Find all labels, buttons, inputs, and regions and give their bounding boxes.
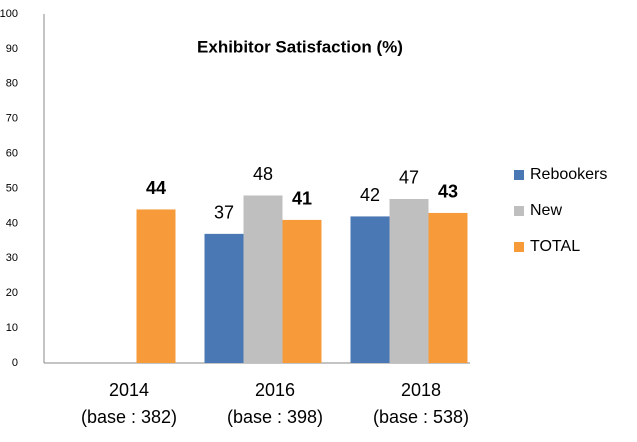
- chart-title: Exhibitor Satisfaction (%): [197, 37, 403, 56]
- bar: [243, 195, 283, 363]
- y-tick-label: 90: [6, 43, 18, 55]
- legend-swatch: [514, 242, 524, 252]
- y-tick-label: 100: [0, 8, 18, 20]
- y-tick-label: 60: [6, 148, 18, 160]
- bar: [282, 219, 322, 363]
- bar: [204, 233, 244, 363]
- x-tick-label: 2016: [255, 380, 295, 400]
- value-label: 37: [214, 203, 234, 223]
- x-tick-label: 2014: [109, 380, 149, 400]
- bar: [350, 216, 390, 363]
- x-tick-label: (base : 398): [227, 407, 323, 427]
- y-tick-label: 50: [6, 182, 18, 194]
- value-label: 43: [438, 182, 458, 202]
- y-tick-label: 70: [6, 113, 18, 125]
- y-tick-label: 80: [6, 78, 18, 90]
- bar: [136, 209, 176, 363]
- legend-label: Rebookers: [530, 166, 607, 183]
- bar: [428, 212, 468, 363]
- value-label: 41: [292, 189, 312, 209]
- bar: [389, 198, 429, 363]
- y-tick-label: 0: [12, 357, 18, 369]
- value-label: 47: [399, 168, 419, 188]
- value-label: 48: [253, 164, 273, 184]
- value-label: 42: [360, 185, 380, 205]
- y-tick-label: 20: [6, 287, 18, 299]
- x-tick-label: (base : 382): [81, 407, 177, 427]
- x-tick-label: (base : 538): [373, 407, 469, 427]
- legend-label: New: [530, 202, 562, 219]
- legend-swatch: [514, 206, 524, 216]
- x-tick-label: 2018: [401, 380, 441, 400]
- y-tick-label: 30: [6, 252, 18, 264]
- y-tick-label: 10: [6, 322, 18, 334]
- value-label: 44: [146, 178, 166, 198]
- legend-label: TOTAL: [530, 238, 580, 255]
- y-tick-label: 40: [6, 217, 18, 229]
- legend-swatch: [514, 170, 524, 180]
